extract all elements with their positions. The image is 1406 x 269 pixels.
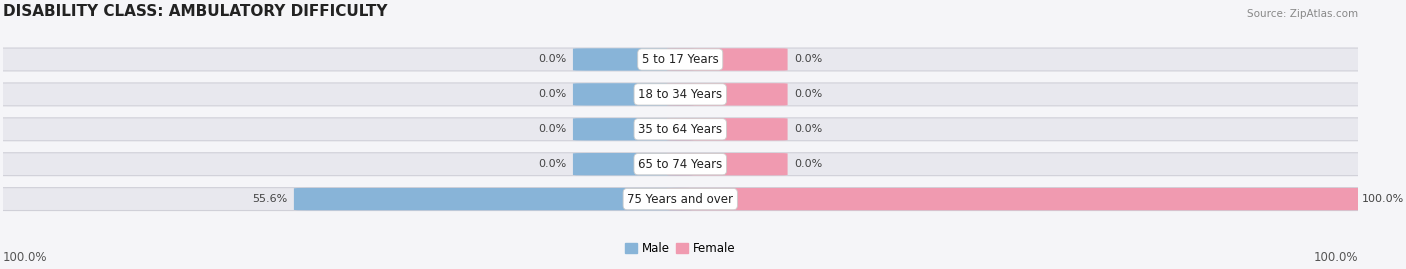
Legend: Male, Female: Male, Female [620,238,741,260]
Text: 55.6%: 55.6% [252,194,287,204]
Text: Source: ZipAtlas.com: Source: ZipAtlas.com [1247,9,1358,19]
FancyBboxPatch shape [572,118,693,140]
Text: 0.0%: 0.0% [538,159,567,169]
FancyBboxPatch shape [666,153,787,175]
Text: 100.0%: 100.0% [3,251,48,264]
FancyBboxPatch shape [666,188,1364,210]
FancyBboxPatch shape [0,118,1375,141]
FancyBboxPatch shape [572,153,693,175]
Text: 0.0%: 0.0% [794,55,823,65]
Text: 75 Years and over: 75 Years and over [627,193,734,206]
Text: 18 to 34 Years: 18 to 34 Years [638,88,723,101]
FancyBboxPatch shape [666,48,787,71]
FancyBboxPatch shape [666,118,787,140]
FancyBboxPatch shape [0,48,1375,71]
Text: DISABILITY CLASS: AMBULATORY DIFFICULTY: DISABILITY CLASS: AMBULATORY DIFFICULTY [3,4,387,19]
FancyBboxPatch shape [0,153,1375,176]
FancyBboxPatch shape [0,83,1375,106]
FancyBboxPatch shape [666,83,787,105]
Text: 0.0%: 0.0% [794,124,823,134]
FancyBboxPatch shape [0,188,1375,211]
FancyBboxPatch shape [572,83,693,105]
FancyBboxPatch shape [294,188,693,210]
Text: 35 to 64 Years: 35 to 64 Years [638,123,723,136]
Text: 0.0%: 0.0% [538,55,567,65]
Text: 0.0%: 0.0% [794,89,823,99]
FancyBboxPatch shape [572,48,693,71]
Text: 0.0%: 0.0% [538,89,567,99]
Text: 0.0%: 0.0% [538,124,567,134]
Text: 100.0%: 100.0% [1362,194,1405,204]
Text: 0.0%: 0.0% [794,159,823,169]
Text: 100.0%: 100.0% [1313,251,1358,264]
Text: 5 to 17 Years: 5 to 17 Years [643,53,718,66]
Text: 65 to 74 Years: 65 to 74 Years [638,158,723,171]
